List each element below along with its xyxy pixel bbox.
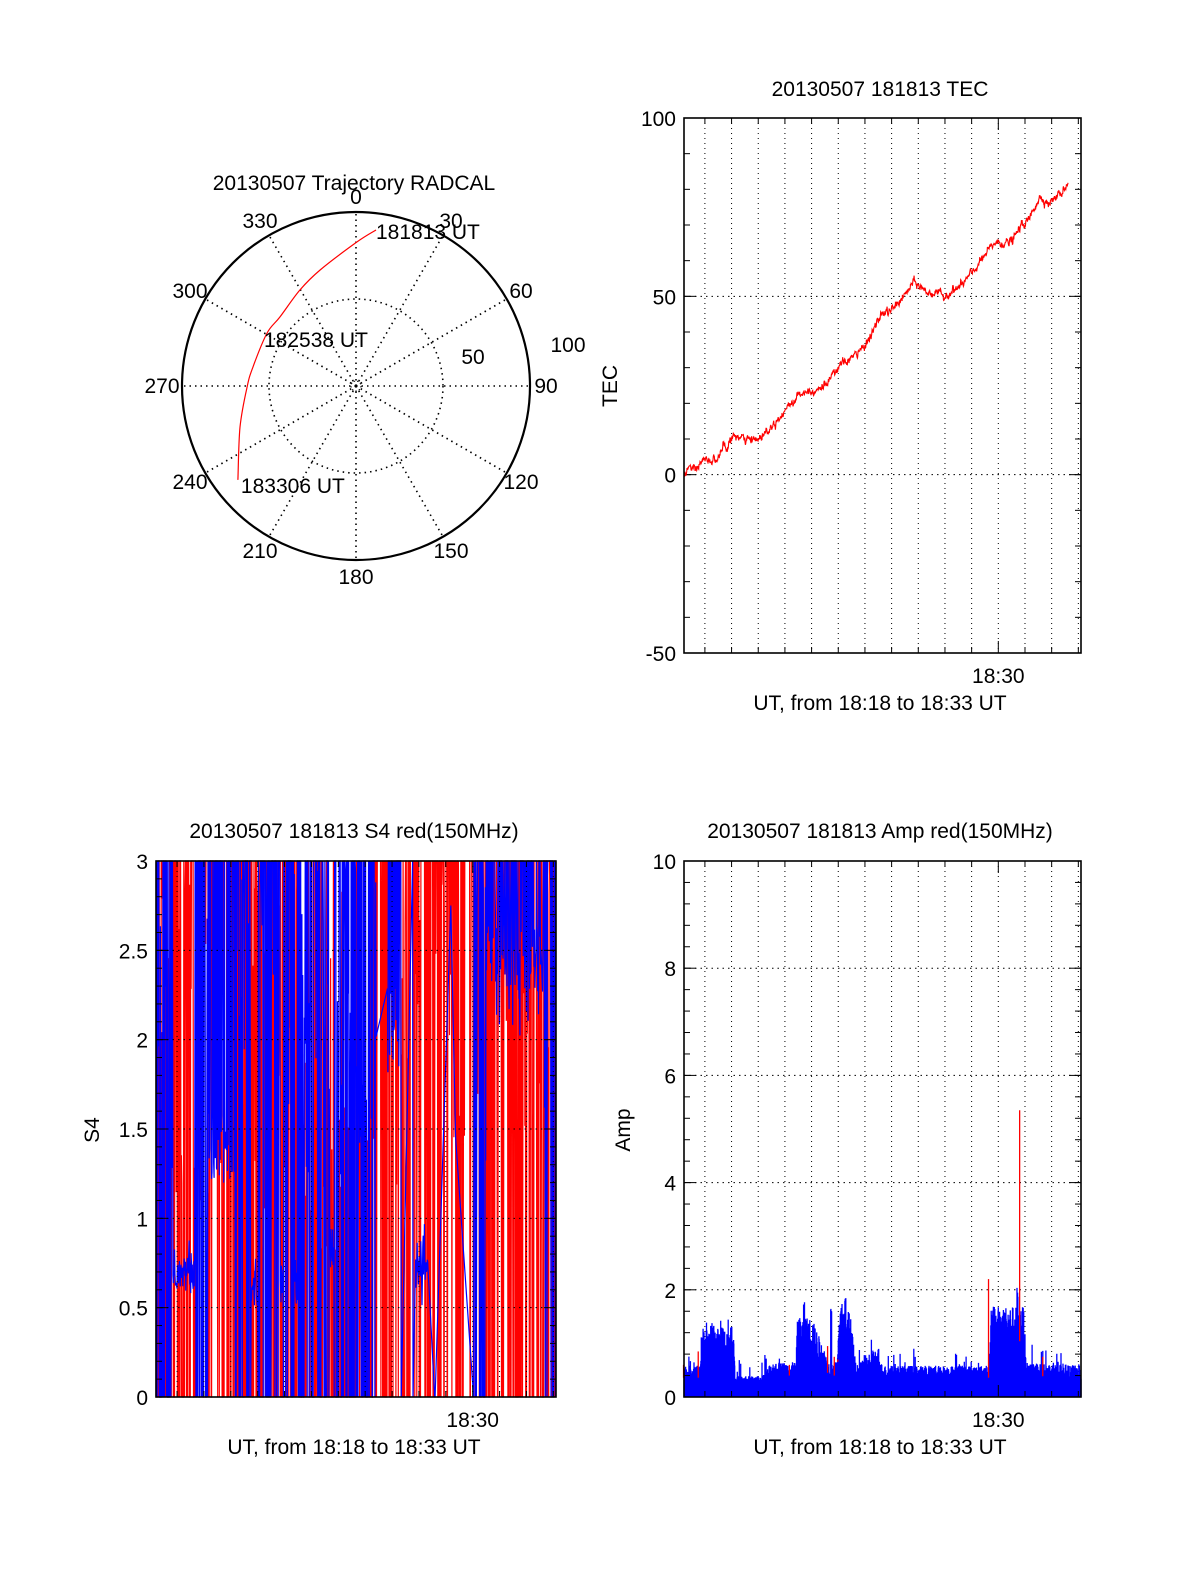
x-tick-label: 18:30 bbox=[446, 1409, 499, 1432]
tec-title: 20130507 181813 TEC bbox=[772, 78, 989, 101]
amp-grid bbox=[684, 861, 1081, 1397]
tec-ylabel: TEC bbox=[599, 365, 622, 407]
tec-grid bbox=[684, 118, 1081, 653]
polar-angle-label: 0 bbox=[350, 186, 362, 209]
s4-grid bbox=[156, 861, 556, 1397]
trajectory-time-label: 181813 UT bbox=[376, 221, 480, 244]
polar-ring-50 bbox=[268, 298, 444, 474]
trajectory-time-label: 183306 UT bbox=[241, 475, 345, 498]
polar-spoke bbox=[355, 234, 444, 387]
s4-ylabel: S4 bbox=[81, 1117, 104, 1143]
polar-angle-label: 120 bbox=[503, 471, 538, 494]
polar-radial-label: 50 bbox=[461, 346, 484, 369]
x-tick-label: 18:30 bbox=[972, 1409, 1025, 1432]
trajectory-annotations: 181813 UT 182538 UT 183306 UT bbox=[241, 221, 480, 498]
y-tick-label: 3 bbox=[136, 851, 148, 874]
amp-ylabel: Amp bbox=[612, 1108, 635, 1151]
s4-plot: 20130507 181813 S4 red(150MHz) S4 UT, fr… bbox=[81, 820, 557, 1459]
y-tick-label: 0 bbox=[136, 1387, 148, 1410]
tec-frame bbox=[683, 117, 1082, 654]
y-tick-label: 10 bbox=[653, 851, 676, 874]
polar-radial-label: 100 bbox=[550, 334, 585, 357]
polar-angle-label: 90 bbox=[534, 375, 557, 398]
y-tick-label: 2 bbox=[136, 1030, 148, 1053]
amp-xlabel: UT, from 18:18 to 18:33 UT bbox=[753, 1436, 1006, 1459]
tec-xlabel: UT, from 18:18 to 18:33 UT bbox=[753, 692, 1006, 715]
y-tick-label: 1.5 bbox=[119, 1119, 148, 1142]
polar-angle-label: 30 bbox=[439, 210, 462, 233]
amp-frame bbox=[683, 860, 1082, 1398]
y-tick-label: 50 bbox=[653, 286, 676, 309]
polar-spoke bbox=[355, 385, 508, 474]
polar-angle-label: 240 bbox=[172, 471, 207, 494]
trajectory-series bbox=[237, 229, 377, 480]
y-tick-label: 100 bbox=[641, 108, 676, 131]
polar-outer-ring bbox=[180, 210, 532, 562]
amp-title: 20130507 181813 Amp red(150MHz) bbox=[707, 820, 1053, 843]
plot-frame bbox=[683, 860, 1082, 1398]
y-tick-label: 8 bbox=[664, 958, 676, 981]
tec-ticks: -50 0 50 100 18:30 bbox=[641, 108, 1081, 688]
polar-spoke bbox=[204, 298, 357, 387]
tec-series bbox=[683, 182, 1069, 477]
tec-plot: 20130507 181813 TEC TEC UT, from 18:18 t… bbox=[599, 78, 1082, 715]
y-tick-label: 4 bbox=[664, 1173, 676, 1196]
polar-spoke bbox=[204, 385, 357, 474]
polar-spoke bbox=[268, 385, 357, 538]
y-tick-label: -50 bbox=[646, 643, 676, 666]
trajectory-time-label: 182538 UT bbox=[264, 329, 368, 352]
trajectory-polar-plot: 20130507 Trajectory RADCAL 0 30 60 90 120 150… bbox=[144, 172, 585, 589]
x-tick-label: 18:30 bbox=[972, 665, 1025, 688]
amp-ticks: 0 2 4 6 8 10 18:30 bbox=[653, 851, 1081, 1432]
plot-frame bbox=[155, 860, 557, 1398]
plot-frame bbox=[683, 117, 1082, 654]
s4-xlabel: UT, from 18:18 to 18:33 UT bbox=[227, 1436, 480, 1459]
y-tick-label: 0.5 bbox=[119, 1298, 148, 1321]
trajectory-line bbox=[237, 229, 377, 480]
y-tick-label: 2.5 bbox=[119, 940, 148, 963]
tec-line bbox=[683, 182, 1069, 477]
polar-angle-labels: 0 30 60 90 120 150 180 210 240 270 300 330 bbox=[144, 186, 557, 589]
polar-spoke bbox=[268, 234, 357, 387]
s4-frame bbox=[155, 860, 557, 1398]
polar-ring-center bbox=[350, 380, 362, 392]
polar-angle-label: 330 bbox=[242, 210, 277, 233]
y-tick-label: 6 bbox=[664, 1065, 676, 1088]
polar-radial-labels: 50 100 bbox=[461, 334, 585, 369]
y-tick-label: 0 bbox=[664, 1387, 676, 1410]
trajectory-title: 20130507 Trajectory RADCAL bbox=[213, 172, 496, 195]
polar-spoke bbox=[355, 385, 444, 538]
polar-angle-label: 270 bbox=[144, 375, 179, 398]
s4-ticks: 0 0.5 1 1.5 2 2.5 3 18:30 bbox=[119, 851, 556, 1432]
s4-title: 20130507 181813 S4 red(150MHz) bbox=[189, 820, 518, 843]
y-tick-label: 0 bbox=[664, 465, 676, 488]
polar-angle-label: 60 bbox=[509, 280, 532, 303]
y-tick-label: 2 bbox=[664, 1280, 676, 1303]
polar-spoke bbox=[355, 298, 508, 387]
polar-angle-label: 180 bbox=[338, 566, 373, 589]
polar-angle-label: 150 bbox=[433, 540, 468, 563]
s4-blue-line bbox=[155, 860, 557, 1398]
polar-angle-label: 210 bbox=[242, 540, 277, 563]
amp-plot: 20130507 181813 Amp red(150MHz) Amp UT, … bbox=[612, 820, 1082, 1459]
amp-series bbox=[682, 1110, 1082, 1397]
polar-grid bbox=[180, 210, 532, 562]
polar-angle-label: 300 bbox=[172, 280, 207, 303]
y-tick-label: 1 bbox=[136, 1208, 148, 1231]
